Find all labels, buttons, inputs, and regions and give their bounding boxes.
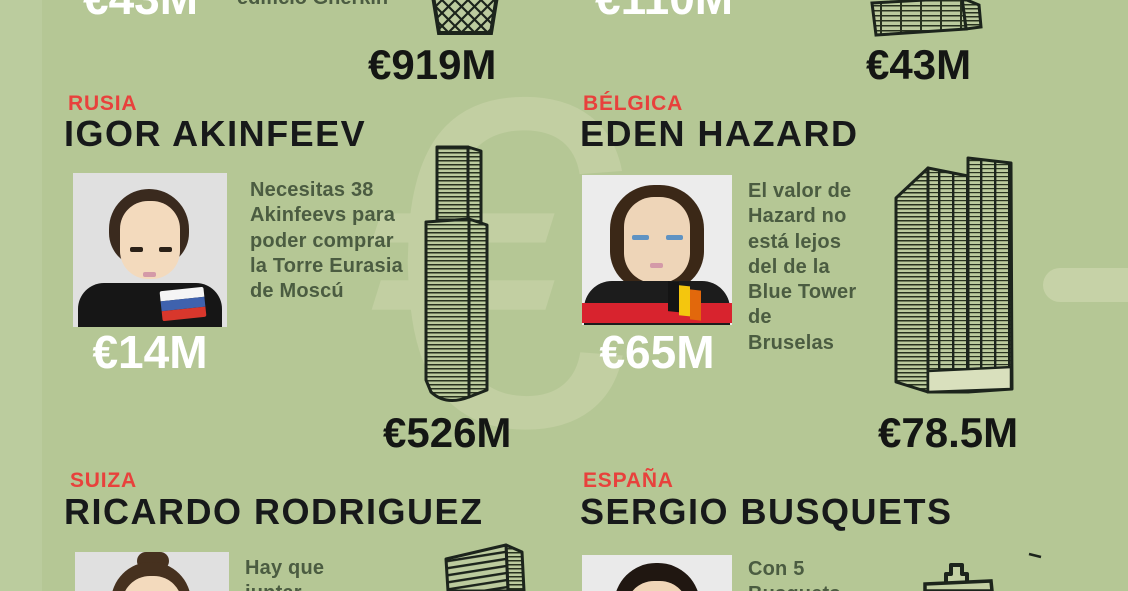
eye-shape: [130, 247, 143, 252]
top-right-player-value: €110M: [595, 0, 733, 22]
blue-tower-value: €78.5M: [878, 409, 1019, 456]
gherkin-lattice-building-icon: [431, 0, 499, 35]
rodriguez-avatar: [75, 552, 229, 591]
russia-flag-icon: [159, 286, 207, 322]
hazard-avatar: [582, 175, 732, 325]
player-name-hazard: EDEN HAZARD: [580, 113, 859, 154]
akinfeev-value: €14M: [92, 326, 208, 378]
country-label-belgica: BÉLGICA: [583, 92, 684, 115]
mouth-shape: [650, 263, 663, 268]
face-shape: [626, 581, 688, 591]
top-left-caption-fragment: edificio Gherkin: [237, 0, 388, 10]
player-name-rodriguez: RICARDO RODRIGUEZ: [64, 491, 484, 532]
eye-shape: [666, 235, 683, 240]
shirt-red-band: [582, 303, 732, 323]
hazard-description: El valor de Hazard no está lejos del de …: [748, 180, 857, 354]
euro-watermark-bar-icon: [1043, 268, 1128, 302]
crown-top-building-icon: [923, 552, 1042, 591]
face-shape: [624, 197, 690, 283]
top-left-building-value: €919M: [368, 41, 497, 88]
belgium-flag-icon: [668, 281, 704, 323]
torre-eurasia-value: €526M: [383, 409, 512, 456]
akinfeev-description: Necesitas 38 Akinfeevs para poder compra…: [250, 179, 403, 303]
eye-shape: [632, 235, 649, 240]
hazard-value: €65M: [599, 326, 715, 378]
country-label-rusia: RUSIA: [68, 92, 138, 115]
player-name-akinfeev: IGOR AKINFEEV: [64, 113, 367, 154]
stacked-slabs-building-icon: [444, 543, 526, 591]
country-label-espana: ESPAÑA: [583, 469, 674, 492]
top-right-building-value: €43M: [866, 41, 972, 88]
torre-eurasia-building-icon: [424, 145, 489, 403]
face-shape: [120, 201, 180, 279]
country-label-suiza: SUIZA: [70, 469, 137, 492]
akinfeev-avatar: [73, 173, 227, 327]
busquets-description: Con 5 Busquets: [748, 558, 841, 591]
player-name-busquets: SERGIO BUSQUETS: [580, 491, 953, 532]
face-shape: [122, 576, 182, 591]
busquets-avatar: [582, 555, 732, 591]
rodriguez-description: Hay que juntar: [245, 557, 325, 591]
blue-tower-building-icon: [894, 156, 1014, 394]
left-edge-highlight: [0, 0, 42, 591]
mouth-shape: [143, 272, 156, 277]
grid-slab-building-icon: [870, 0, 983, 37]
eye-shape: [159, 247, 172, 252]
top-left-player-value: €43M: [83, 0, 198, 22]
